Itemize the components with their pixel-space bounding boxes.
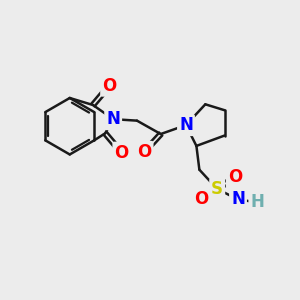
- Text: O: O: [228, 168, 242, 186]
- Text: O: O: [137, 143, 152, 161]
- Text: O: O: [102, 77, 116, 95]
- Text: O: O: [114, 144, 129, 162]
- Text: S: S: [211, 180, 223, 198]
- Text: H: H: [250, 194, 264, 211]
- Text: O: O: [194, 190, 208, 208]
- Text: N: N: [231, 190, 245, 208]
- Text: N: N: [106, 110, 120, 128]
- Text: N: N: [179, 116, 193, 134]
